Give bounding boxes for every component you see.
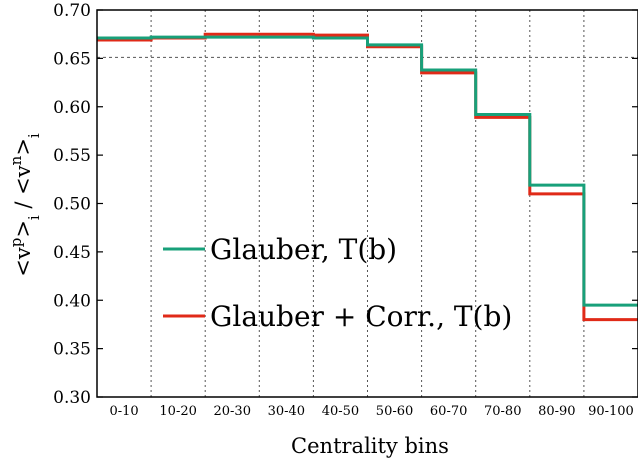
y-title-sup: n xyxy=(7,155,25,165)
plot-frame xyxy=(96,9,638,398)
y-tick-label: 0.70 xyxy=(53,1,91,21)
x-category-label: 60-70 xyxy=(430,404,467,419)
grid-layer xyxy=(150,10,585,397)
y-tick-label: 0.50 xyxy=(53,195,91,215)
y-tick-label: 0.65 xyxy=(53,49,91,69)
y-axis-title: <vp>i / <vn>i xyxy=(7,133,43,277)
y-title-sub: i xyxy=(25,133,43,138)
series-line-0 xyxy=(97,35,638,307)
x-category-label: 40-50 xyxy=(322,404,359,419)
x-category-label: 50-60 xyxy=(376,404,413,419)
x-category-label: 10-20 xyxy=(159,404,196,419)
y-tick-label: 0.30 xyxy=(53,388,91,408)
series-layer xyxy=(97,32,638,322)
x-category-label: 30-40 xyxy=(268,404,305,419)
y-title-part: > xyxy=(11,138,35,156)
legend: Glauber, T(b) Glauber + Corr., T(b) xyxy=(163,233,512,333)
y-title-part: <v xyxy=(11,165,35,195)
y-title-sub: i xyxy=(25,215,43,220)
y-tick-label: 0.55 xyxy=(53,146,91,166)
y-axis: 0.30 0.35 0.40 0.45 0.50 0.55 0.60 0.65 0.70 xyxy=(53,1,638,408)
legend-label-glauber-corr: Glauber + Corr., T(b) xyxy=(210,300,512,333)
y-tick-label: 0.45 xyxy=(53,243,91,263)
x-category-label: 20-30 xyxy=(214,404,251,419)
y-title-part: <v xyxy=(11,247,35,277)
x-axis: 0-10 10-20 20-30 30-40 40-50 50-60 60-70 70-80 8… xyxy=(109,404,633,419)
y-tick-label: 0.60 xyxy=(53,98,91,118)
y-title-part: > xyxy=(11,220,35,238)
y-tick-label: 0.40 xyxy=(53,291,91,311)
x-category-label: 80-90 xyxy=(538,404,575,419)
y-title-sup: p xyxy=(7,238,25,248)
x-category-label: 70-80 xyxy=(484,404,521,419)
x-axis-title: Centrality bins xyxy=(291,434,449,458)
y-title-part: / xyxy=(11,195,35,215)
x-category-label: 90-100 xyxy=(588,404,634,419)
legend-label-glauber: Glauber, T(b) xyxy=(210,233,397,266)
y-tick-label: 0.35 xyxy=(53,340,91,360)
x-category-label: 0-10 xyxy=(109,404,138,419)
